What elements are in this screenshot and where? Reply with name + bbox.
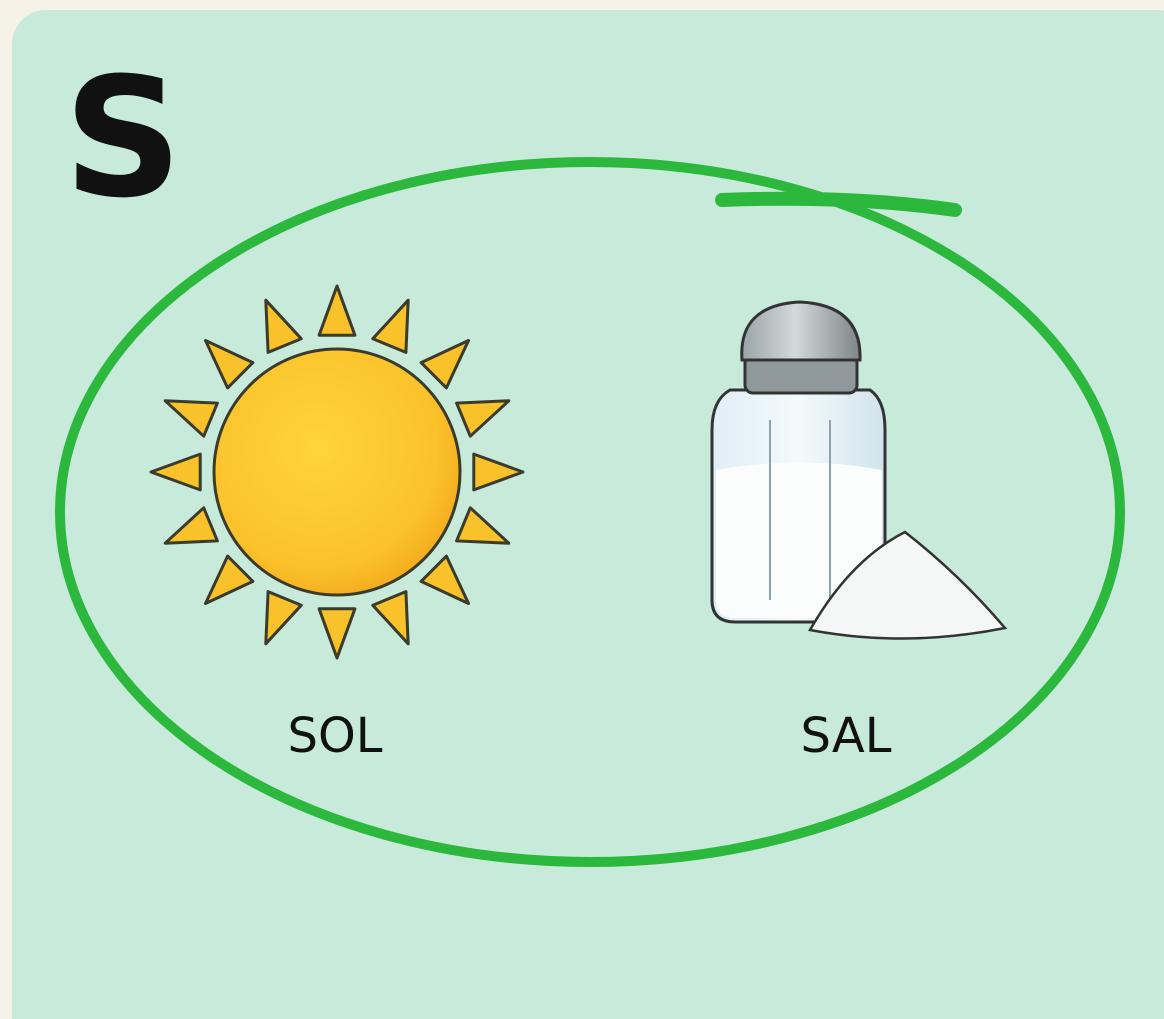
page: S SOL SAL (() => { const data = JSON.par…: [0, 0, 1164, 1019]
sun: [214, 349, 460, 595]
card-canvas: S SOL SAL: [0, 0, 1164, 1019]
item-label: SAL: [801, 708, 892, 764]
letter: S: [64, 42, 183, 234]
item-label: SOL: [288, 708, 383, 764]
